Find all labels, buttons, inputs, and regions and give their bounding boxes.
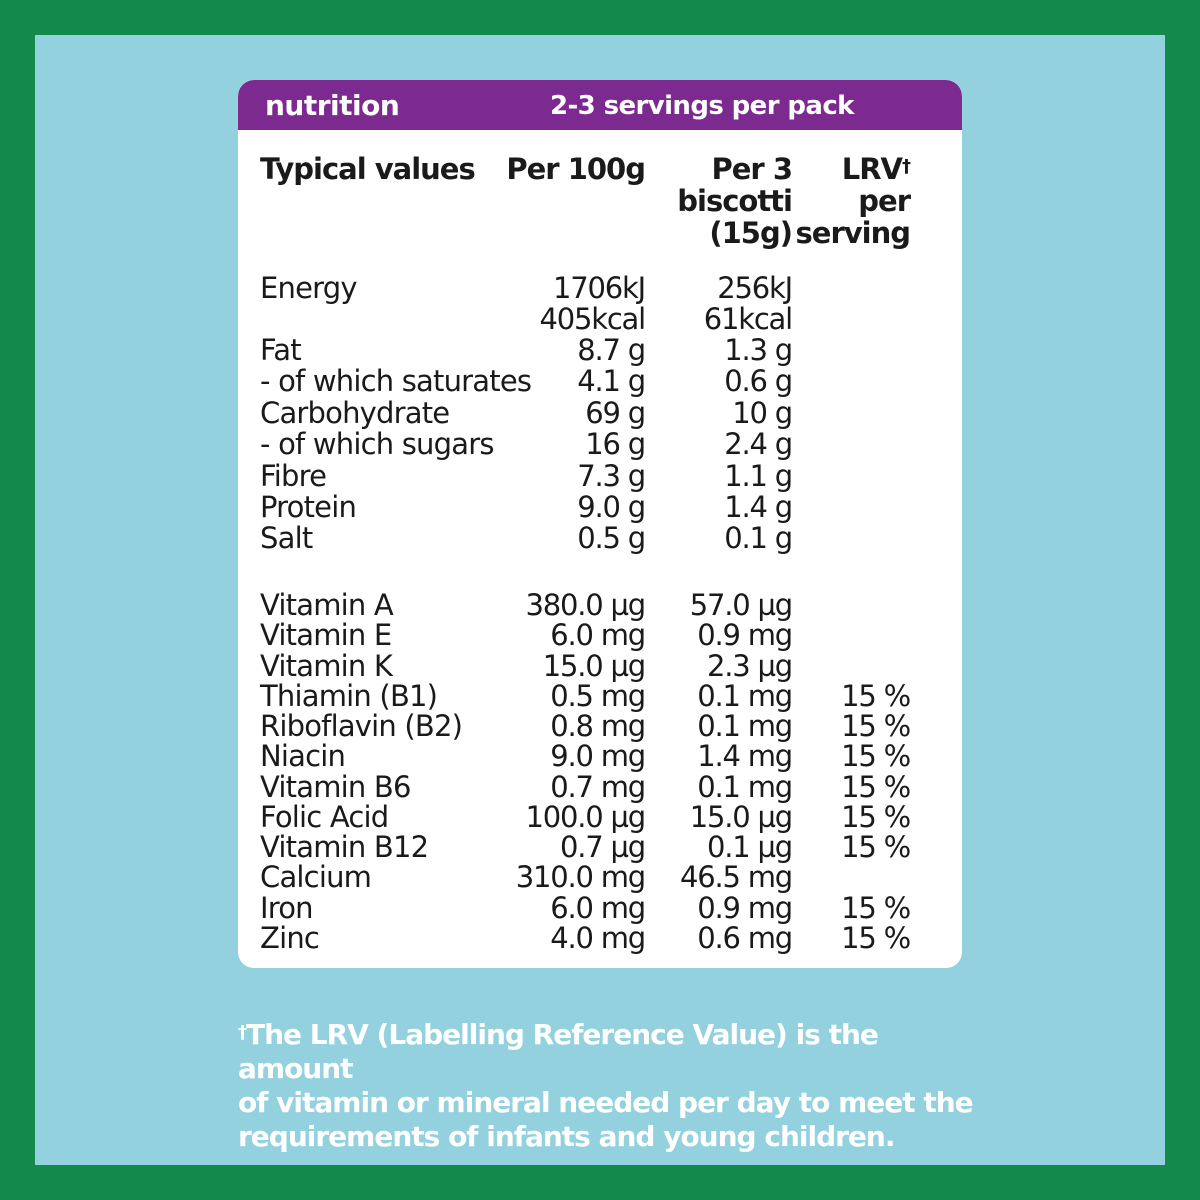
vitamin-row-per-100g: 15.0 µg — [542, 649, 646, 683]
energy-kj-per-serving: 256kJ — [717, 271, 793, 305]
vitamin-row-label: Folic Acid — [260, 800, 389, 834]
vitamin-row-per-serving: 15.0 µg — [689, 800, 793, 834]
vitamin-row-per-100g: 6.0 mg — [550, 891, 646, 925]
vitamin-row-lrv: 15 % — [841, 891, 911, 925]
nutrient-row-per-100g: 16 g — [585, 427, 646, 461]
nutrient-row-per-serving: 2.4 g — [724, 427, 793, 461]
vitamin-row-per-serving: 0.9 mg — [697, 891, 793, 925]
vitamin-row-per-100g: 0.5 mg — [550, 679, 646, 713]
nutrient-row-per-serving: 1.1 g — [724, 459, 793, 493]
vitamin-row-per-100g: 0.8 mg — [550, 709, 646, 743]
nutrient-row-per-serving: 10 g — [732, 396, 793, 430]
vitamin-row-per-100g: 100.0 µg — [525, 800, 647, 834]
nutrient-row-per-100g: 4.1 g — [577, 364, 646, 398]
footnote-line-1: †The LRV (Labelling Reference Value) is … — [238, 1018, 978, 1086]
vitamin-row-per-serving: 1.4 mg — [697, 739, 793, 773]
nutrient-row-per-serving: 1.4 g — [724, 490, 793, 524]
nutrient-row-label: Salt — [260, 521, 313, 555]
vitamin-row-per-serving: 0.1 µg — [707, 830, 793, 864]
vitamin-row-label: Calcium — [260, 860, 372, 894]
vitamin-row-label: Vitamin E — [260, 618, 392, 652]
vitamin-row-label: Riboflavin (B2) — [260, 709, 463, 743]
nutrition-title: nutrition — [265, 89, 400, 122]
nutrition-table: nutrition 2-3 servings per pack Typical … — [238, 80, 962, 968]
col-heading-per-serving-3: (15g) — [709, 216, 793, 250]
nutrient-row-label: - of which saturates — [260, 364, 532, 398]
energy-kcal-per-100g: 405kcal — [539, 302, 646, 336]
nutrient-row-per-100g: 7.3 g — [577, 459, 646, 493]
nutrient-row-label: Carbohydrate — [260, 396, 450, 430]
vitamin-row-label: Zinc — [260, 921, 320, 955]
vitamin-row-label: Vitamin A — [260, 588, 394, 622]
energy-kj-per-100g: 1706kJ — [553, 271, 646, 305]
nutrient-row-per-100g: 69 g — [585, 396, 646, 430]
vitamin-row-per-serving: 0.9 mg — [697, 618, 793, 652]
vitamin-row-lrv: 15 % — [841, 770, 911, 804]
vitamin-row-lrv: 15 % — [841, 679, 911, 713]
lrv-dagger-mark: † — [902, 156, 911, 177]
nutrient-row-per-100g: 9.0 g — [577, 490, 646, 524]
nutrient-row-label: Protein — [260, 490, 357, 524]
vitamin-row-per-100g: 9.0 mg — [550, 739, 646, 773]
vitamin-row-label: Iron — [260, 891, 314, 925]
vitamin-row-lrv: 15 % — [841, 800, 911, 834]
vitamin-row-per-100g: 6.0 mg — [550, 618, 646, 652]
footnote-line-2: of vitamin or mineral needed per day to … — [238, 1086, 974, 1119]
vitamin-row-lrv: 15 % — [841, 921, 911, 955]
footnote-line-3: requirements of infants and young childr… — [238, 1120, 895, 1153]
vitamin-row-per-serving: 0.1 mg — [697, 770, 793, 804]
nutrient-row-label: Fibre — [260, 459, 327, 493]
vitamin-row-per-100g: 0.7 µg — [560, 830, 646, 864]
col-heading-typical: Typical values — [260, 152, 476, 186]
nutrient-row-per-serving: 1.3 g — [724, 333, 793, 367]
servings-per-pack: 2-3 servings per pack — [550, 91, 854, 121]
vitamin-row-per-100g: 4.0 mg — [550, 921, 646, 955]
lrv-footnote: †The LRV (Labelling Reference Value) is … — [238, 1018, 978, 1154]
vitamin-row-per-serving: 0.6 mg — [697, 921, 793, 955]
nutrient-row-per-serving: 0.6 g — [724, 364, 793, 398]
vitamin-row-label: Vitamin K — [260, 649, 393, 683]
vitamin-row-label: Vitamin B12 — [260, 830, 429, 864]
col-heading-lrv-3: serving — [795, 216, 911, 250]
vitamin-row-per-serving: 0.1 mg — [697, 679, 793, 713]
vitamin-row-per-100g: 0.7 mg — [550, 770, 646, 804]
energy-label: Energy — [260, 271, 358, 305]
col-heading-per-100g: Per 100g — [506, 152, 646, 186]
footnote-line-1-text: The LRV (Labelling Reference Value) is t… — [238, 1018, 879, 1085]
nutrient-row-per-100g: 8.7 g — [577, 333, 646, 367]
nutrient-row-per-serving: 0.1 g — [724, 521, 793, 555]
vitamin-row-lrv: 15 % — [841, 830, 911, 864]
nutrient-row-label: Fat — [260, 333, 302, 367]
vitamin-row-lrv: 15 % — [841, 709, 911, 743]
vitamin-row-label: Vitamin B6 — [260, 770, 411, 804]
vitamin-row-label: Niacin — [260, 739, 346, 773]
vitamin-row-per-serving: 2.3 µg — [707, 649, 793, 683]
col-heading-lrv-1: LRV† — [841, 152, 911, 186]
nutrient-row-per-100g: 0.5 g — [577, 521, 646, 555]
vitamin-row-per-serving: 0.1 mg — [697, 709, 793, 743]
vitamin-row-per-100g: 310.0 mg — [515, 860, 647, 894]
nutrient-row-label: - of which sugars — [260, 427, 494, 461]
col-heading-per-serving-2: biscotti — [677, 184, 793, 218]
col-heading-lrv-2: per — [858, 184, 911, 218]
lrv-label: LRV — [841, 152, 903, 186]
footnote-dagger-mark: † — [238, 1022, 247, 1043]
vitamin-row-per-serving: 46.5 mg — [679, 860, 793, 894]
col-heading-per-serving-1: Per 3 — [711, 152, 793, 186]
vitamin-row-per-serving: 57.0 µg — [689, 588, 793, 622]
vitamin-row-label: Thiamin (B1) — [260, 679, 438, 713]
energy-kcal-per-serving: 61kcal — [703, 302, 793, 336]
vitamin-row-lrv: 15 % — [841, 739, 911, 773]
nutrition-header: nutrition 2-3 servings per pack — [238, 80, 962, 130]
vitamin-row-per-100g: 380.0 µg — [525, 588, 647, 622]
